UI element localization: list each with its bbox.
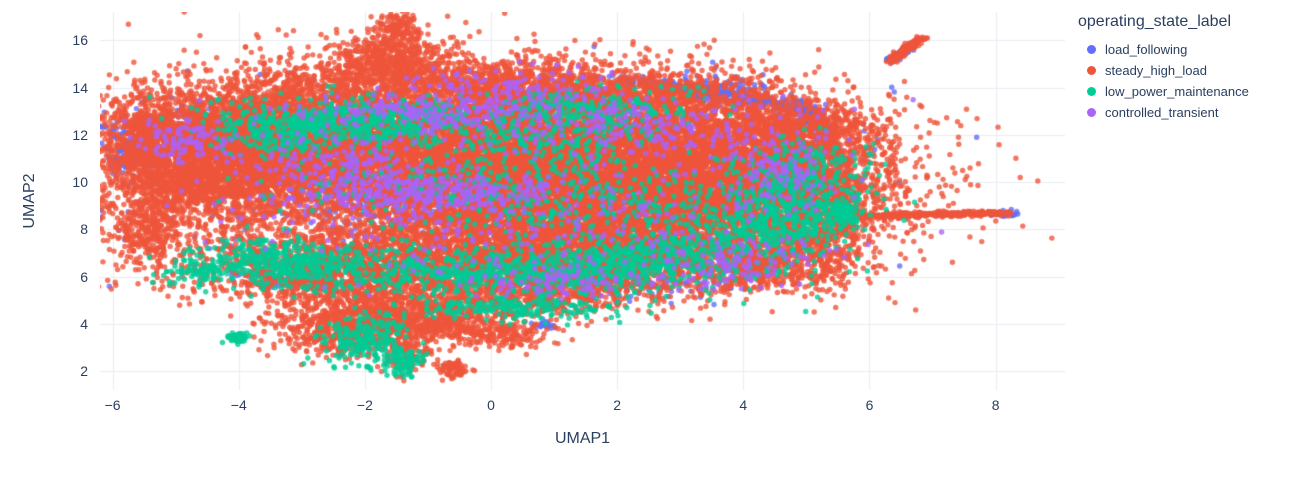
legend-item-steady_high_load[interactable]: steady_high_load	[1078, 60, 1249, 81]
x-tick-label: −6	[104, 397, 121, 413]
legend-item-label: controlled_transient	[1105, 105, 1219, 120]
legend-item-label: steady_high_load	[1105, 63, 1207, 78]
legend-marker-icon	[1087, 66, 1096, 75]
y-tick-label: 16	[72, 32, 88, 49]
legend-item-label: low_power_maintenance	[1105, 84, 1249, 99]
x-tick-label: −2	[356, 397, 373, 413]
legend-marker-icon	[1087, 108, 1096, 117]
y-tick-label: 8	[80, 221, 88, 238]
y-tick-label: 14	[72, 79, 88, 96]
legend-marker-icon	[1087, 87, 1096, 96]
legend-item-controlled_transient[interactable]: controlled_transient	[1078, 102, 1249, 123]
x-tick-label: 0	[487, 397, 495, 413]
y-tick-label: 6	[80, 268, 88, 285]
legend-item-load_following[interactable]: load_following	[1078, 39, 1249, 60]
y-tick-label: 12	[72, 126, 88, 143]
legend-item-label: load_following	[1105, 42, 1188, 57]
legend-title: operating_state_label	[1078, 13, 1232, 30]
x-tick-label: 6	[865, 397, 874, 413]
x-tick-label: 4	[739, 397, 748, 413]
scatter-plot-canvas[interactable]	[100, 12, 1065, 390]
x-axis-title: UMAP1	[554, 430, 611, 447]
x-tick-label: −4	[230, 397, 247, 413]
legend-item-low_power_maintenance[interactable]: low_power_maintenance	[1078, 81, 1249, 102]
x-tick-label: 2	[613, 397, 622, 413]
y-tick-label: 10	[72, 174, 88, 191]
y-tick-label: 2	[80, 363, 88, 380]
x-tick-label: 8	[991, 397, 1000, 413]
y-tick-label: 4	[80, 315, 88, 332]
legend-marker-icon	[1087, 45, 1096, 54]
legend-items: load_following steady_high_load low_power_…	[1078, 39, 1249, 123]
